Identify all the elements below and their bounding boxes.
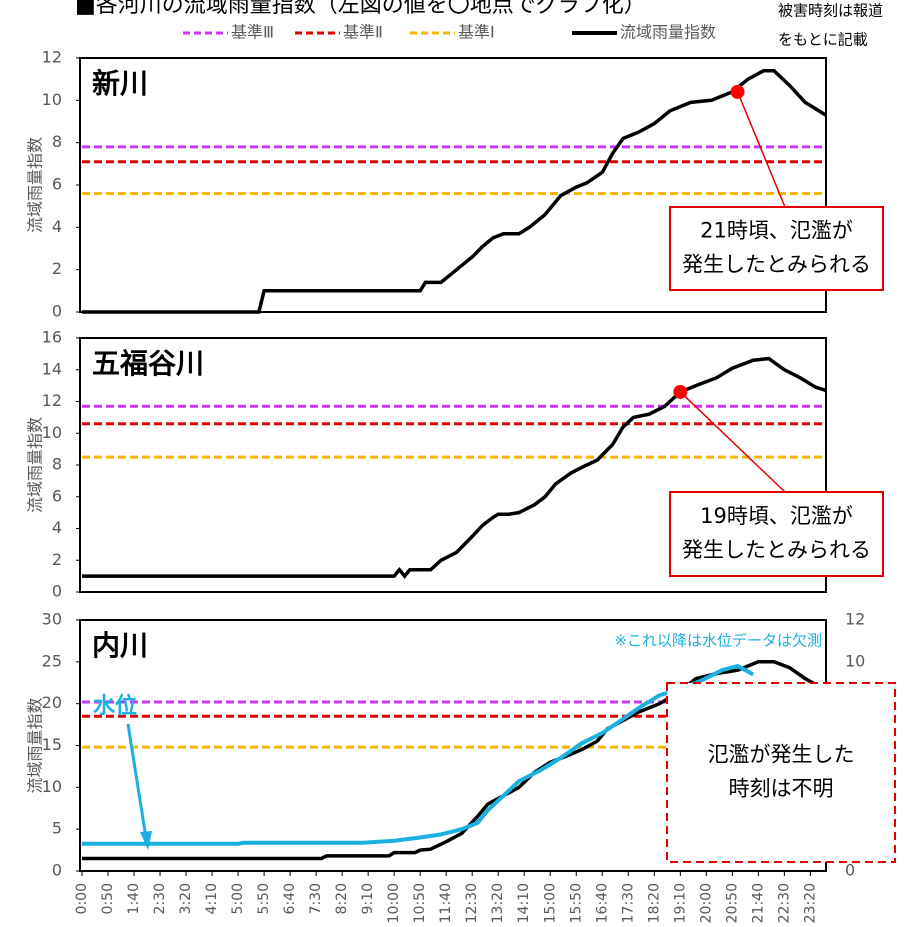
x-tick-label: 19:10 bbox=[672, 883, 688, 923]
callout-line bbox=[736, 91, 786, 208]
y2-tick-label: 10 bbox=[845, 651, 865, 670]
x-tick-label: 2:30 bbox=[152, 883, 168, 914]
x-tick-label: 18:20 bbox=[646, 883, 662, 923]
y-tick-label: 0 bbox=[52, 582, 62, 601]
x-tick-label: 4:10 bbox=[204, 883, 220, 914]
flood-marker bbox=[673, 384, 688, 399]
y-tick-label: 12 bbox=[42, 391, 62, 410]
x-tick-label: 8:20 bbox=[334, 883, 350, 914]
x-tick-label: 0:00 bbox=[74, 883, 90, 914]
x-tick-label: 5:50 bbox=[256, 883, 272, 914]
x-tick-label: 11:40 bbox=[438, 883, 454, 923]
y-tick-label: 2 bbox=[52, 259, 62, 278]
panel-label: 内川 bbox=[92, 629, 148, 662]
x-tick-label: 7:30 bbox=[308, 883, 324, 914]
y-tick-label: 6 bbox=[52, 486, 62, 505]
legend-label: 基準Ⅲ bbox=[231, 23, 274, 42]
y-tick-label: 12 bbox=[42, 48, 62, 67]
y-tick-label: 0 bbox=[52, 861, 62, 880]
x-tick-label: 20:00 bbox=[698, 883, 714, 923]
y-tick-label: 10 bbox=[42, 423, 62, 442]
annotation-text: 時刻は不明 bbox=[729, 777, 834, 801]
x-tick-label: 5:00 bbox=[230, 883, 246, 914]
y-tick-label: 6 bbox=[52, 175, 62, 194]
x-tick-label: 15:00 bbox=[542, 883, 558, 923]
x-tick-label: 23:20 bbox=[802, 883, 818, 923]
plot-frame bbox=[79, 337, 827, 593]
page-title: ■各河川の流域雨量指数（左図の値を〇地点でグラフ化） bbox=[75, 0, 646, 18]
x-tick-label: 1:40 bbox=[126, 883, 142, 914]
annotation-box bbox=[669, 491, 884, 577]
x-tick-label: 13:20 bbox=[490, 883, 506, 923]
plot-frame bbox=[79, 57, 827, 313]
legend-label: 基準Ⅰ bbox=[458, 23, 495, 42]
annotation-text: 19時頃、氾濫が bbox=[700, 504, 853, 528]
note-line: 被害時刻は報道 bbox=[778, 2, 883, 20]
x-tick-label: 3:20 bbox=[178, 883, 194, 914]
series-label: 水位 bbox=[93, 693, 137, 719]
annotation-box bbox=[666, 682, 896, 863]
y-tick-label: 10 bbox=[42, 90, 62, 109]
series-label-arrow bbox=[126, 723, 148, 839]
y-axis-label: 流域雨量指数 bbox=[26, 417, 45, 513]
x-tick-label: 15:50 bbox=[568, 883, 584, 923]
y-tick-label: 25 bbox=[42, 651, 62, 670]
y-tick-label: 2 bbox=[52, 550, 62, 569]
y-tick-label: 0 bbox=[52, 302, 62, 321]
panel-label: 新川 bbox=[92, 67, 148, 100]
x-tick-label: 10:00 bbox=[386, 883, 402, 923]
y-tick-label: 20 bbox=[42, 693, 62, 712]
x-tick-label: 12:30 bbox=[464, 883, 480, 923]
flood-marker bbox=[730, 84, 745, 99]
y-tick-label: 10 bbox=[42, 777, 62, 796]
series-line bbox=[82, 68, 827, 314]
series-line bbox=[82, 356, 827, 579]
y2-tick-label: 12 bbox=[845, 610, 865, 629]
annotation-text: 発生したとみられる bbox=[682, 253, 871, 277]
arrow-head bbox=[140, 831, 152, 850]
x-tick-label: 20:50 bbox=[724, 883, 740, 923]
note-line: をもとに記載 bbox=[778, 31, 868, 49]
annotation-note: ※これ以降は水位データは欠測 bbox=[614, 632, 822, 650]
y-tick-label: 4 bbox=[52, 217, 62, 236]
y-tick-label: 4 bbox=[52, 518, 62, 537]
callout-line bbox=[679, 391, 786, 493]
y-axis-label: 流域雨量指数 bbox=[26, 697, 45, 793]
y-tick-label: 30 bbox=[42, 610, 62, 629]
x-tick-label: 16:40 bbox=[594, 883, 610, 923]
x-tick-label: 6:40 bbox=[282, 883, 298, 914]
y-tick-label: 8 bbox=[52, 455, 62, 474]
annotation-box bbox=[669, 206, 884, 291]
annotation-text: 21時頃、氾濫が bbox=[700, 219, 853, 243]
y-axis-label: 流域雨量指数 bbox=[26, 137, 45, 233]
x-tick-label: 10:50 bbox=[412, 883, 428, 923]
x-tick-label: 0:50 bbox=[100, 883, 116, 914]
series-line bbox=[82, 663, 755, 846]
y-tick-label: 8 bbox=[52, 132, 62, 151]
x-tick-label: 21:40 bbox=[750, 883, 766, 923]
y2-tick-label: 0 bbox=[845, 861, 855, 880]
legend-label: 流域雨量指数 bbox=[620, 23, 716, 42]
y-tick-label: 16 bbox=[42, 328, 62, 347]
annotation-text: 発生したとみられる bbox=[682, 538, 871, 562]
x-tick-label: 9:10 bbox=[360, 883, 376, 914]
y-tick-label: 15 bbox=[42, 735, 62, 754]
y-tick-label: 5 bbox=[52, 819, 62, 838]
legend-label: 基準Ⅱ bbox=[343, 23, 383, 42]
annotation-text: 氾濫が発生した bbox=[708, 743, 855, 767]
panel-label: 五福谷川 bbox=[92, 347, 204, 380]
y-tick-label: 14 bbox=[42, 359, 62, 378]
x-tick-label: 22:30 bbox=[776, 883, 792, 923]
x-tick-label: 14:10 bbox=[516, 883, 532, 923]
x-tick-label: 17:30 bbox=[620, 883, 636, 923]
